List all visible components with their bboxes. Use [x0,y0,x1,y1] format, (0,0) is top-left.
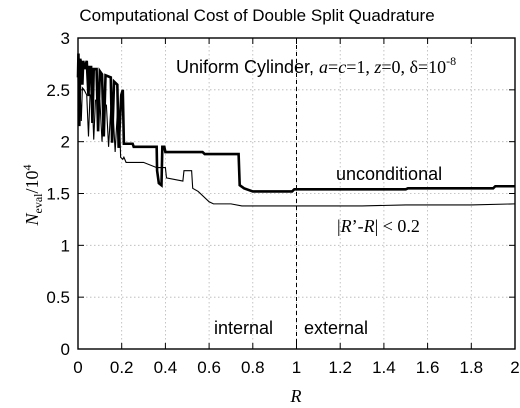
x-tick-label: 0.4 [154,358,178,377]
y-tick-label: 2 [61,133,70,152]
chart-title: Computational Cost of Double Split Quadr… [79,6,434,25]
region-label-internal: internal [214,318,273,338]
series-label-condition: |R’-R| < 0.2 [337,216,420,236]
annotation-val1: =1, [346,57,374,77]
annotation-val2: =0, δ=10 [381,57,446,77]
y-tick-labels: 0 0.5 1 1.5 2 2.5 3 [46,29,70,359]
x-tick-label: 0.8 [241,358,265,377]
annotation-name: Uniform Cylinder, [176,57,319,77]
condition-r-prime: R [340,216,352,236]
x-axis-label: R [290,386,302,406]
ticks-layer [77,37,516,350]
y-tick-label: 0.5 [46,288,70,307]
region-label-external: external [304,318,368,338]
x-tick-label: 2 [510,358,519,377]
y-tick-label: 0 [61,340,70,359]
annotation-text: Uniform Cylinder, a=c=1, z=0, δ=10-8 [176,54,456,77]
y-axis-label-sub: eval [31,193,45,214]
y-tick-label: 2.5 [46,81,70,100]
y-tick-label: 1 [61,236,70,255]
y-axis-label-denominator: /10 [22,170,42,193]
x-tick-label: 1.2 [328,358,352,377]
x-tick-label: 1.6 [416,358,440,377]
y-axis-label: Neval/104 [20,164,45,226]
x-tick-labels: 0 0.2 0.4 0.6 0.8 1 1.2 1.4 1.6 1.8 2 [73,358,519,377]
annotation-a: a [319,57,328,77]
annotation-c: c [338,57,346,77]
y-tick-label: 1.5 [46,185,70,204]
x-tick-label: 0.2 [110,358,134,377]
series-layer [76,53,516,207]
series-label-unconditional: unconditional [336,164,442,184]
y-axis-label-exponent: 4 [20,164,34,170]
annotation-eq: = [328,57,338,77]
condition-bar-open: | [337,216,341,236]
condition-bar-close: | < 0.2 [375,216,420,236]
x-tick-label: 1.8 [459,358,483,377]
annotation-z: z [373,57,381,77]
grid [78,38,515,349]
x-tick-label: 0.6 [197,358,221,377]
condition-prime-minus: ’- [352,216,364,236]
series-line-series-2 [77,84,516,207]
condition-r: R [363,216,375,236]
x-tick-label: 1.4 [372,358,396,377]
x-tick-label: 1 [292,358,301,377]
y-tick-label: 3 [61,29,70,48]
y-axis-label-main: N [22,213,42,227]
x-tick-label: 0 [73,358,82,377]
annotation-exponent: -8 [446,54,456,68]
